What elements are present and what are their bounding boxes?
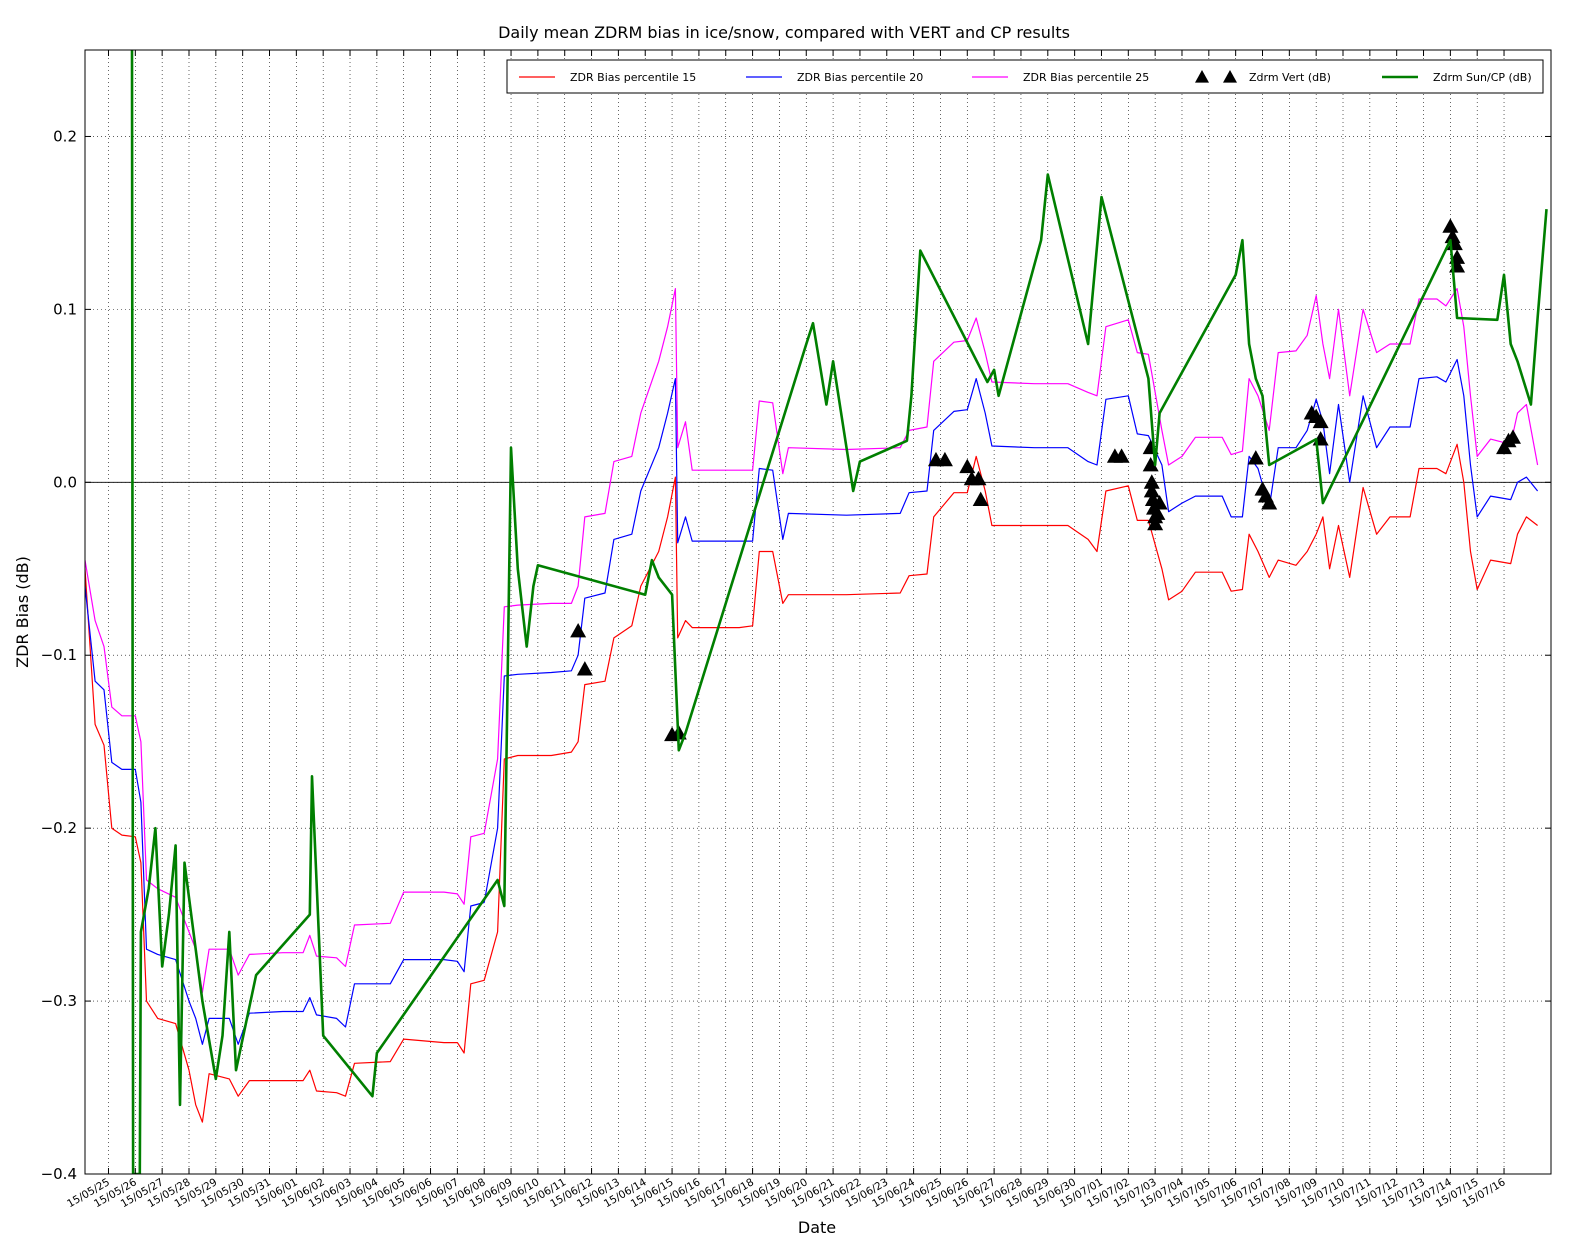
series-zdr-bias-percentile-15-line [85,443,1538,1123]
plot-frame [84,49,1552,1175]
series-zdrm-sun-cp-db-line [130,50,1548,1174]
series-zdrm-vert-db [570,218,1521,742]
y-tick-label: −0.1 [41,646,77,664]
vert-marker [576,661,593,676]
y-tick-label: 0.1 [53,300,77,318]
legend-label: ZDR Bias percentile 20 [797,71,923,84]
y-tick-label: −0.4 [41,1165,77,1183]
grid-lines [85,50,1551,1175]
vert-marker [570,623,587,638]
series-zdr-bias-percentile-20-line [85,358,1539,1045]
vert-marker [1312,413,1329,429]
y-tick-label: 0.2 [53,127,77,145]
y-tick-label: 0.0 [53,473,77,491]
vert-marker [1261,495,1278,510]
y-axis: −0.4 −0.3 −0.2 −0.1 0.0 0.1 0.2 [41,127,1551,1183]
vert-marker [1504,429,1521,444]
vert-marker [1143,482,1160,498]
vert-marker [1142,457,1159,472]
legend-box [506,59,1544,94]
legend-label: ZDR Bias percentile 15 [570,71,696,84]
legend-label: Zdrm Vert (dB) [1249,71,1331,84]
legend: ZDR Bias percentile 15 ZDR Bias percentil… [506,59,1544,94]
chart-title: Daily mean ZDRM bias in ice/snow, compar… [498,23,1070,42]
vert-marker [970,470,987,486]
legend-label: Zdrm Sun/CP (dB) [1433,71,1532,84]
vert-marker [1247,450,1264,465]
legend-marker [1195,70,1209,83]
vert-marker [1442,218,1459,233]
y-tick-label: −0.3 [41,992,77,1010]
legend-marker [1223,70,1237,83]
vert-marker [1143,474,1160,489]
y-axis-title: ZDR Bias (dB) [13,556,32,668]
x-axis-title: Date [798,1218,836,1237]
vert-marker [1149,505,1166,520]
vert-marker [972,491,989,506]
vert-marker [959,458,976,474]
y-tick-label: −0.2 [41,819,77,837]
vert-marker [936,451,953,467]
legend-label: ZDR Bias percentile 25 [1023,71,1149,84]
vert-marker [1113,448,1130,463]
vert-marker [1151,495,1168,510]
vert-marker [1147,515,1164,531]
series-group [85,50,1548,1174]
series-zdr-bias-percentile-25-line [85,288,1539,993]
plot-area [85,50,1551,1174]
